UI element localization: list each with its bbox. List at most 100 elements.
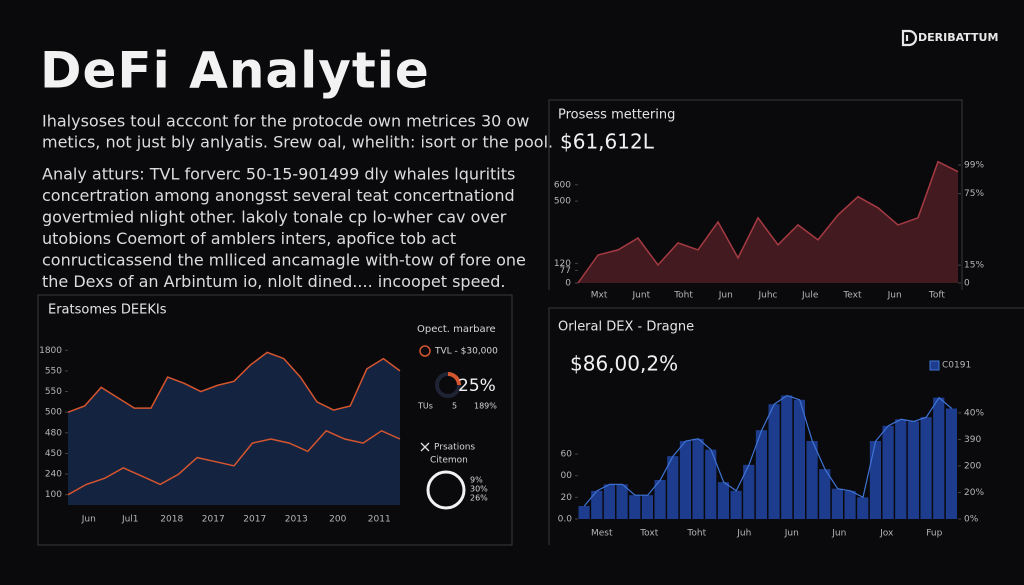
stat: 5 bbox=[452, 402, 457, 411]
x-tick-label: Mxt bbox=[591, 291, 608, 301]
y2-tick-label: 40% bbox=[964, 408, 984, 418]
bar bbox=[755, 430, 767, 519]
body-line: concertration among anongsst several tea… bbox=[42, 186, 515, 205]
x-tick-label: Jun bbox=[887, 291, 902, 301]
ring-label: 26% bbox=[470, 494, 488, 503]
y2-tick-label: 390 bbox=[964, 435, 981, 445]
x-tick-label: 2017 bbox=[202, 515, 225, 525]
intro-line: metics, not just bly anlyatis. Srew oal,… bbox=[42, 133, 553, 152]
ring-label: 30% bbox=[470, 485, 488, 494]
bar bbox=[768, 404, 780, 519]
bar bbox=[945, 408, 957, 519]
y-tick-label: 550 bbox=[45, 387, 62, 397]
x-tick-label: 2017 bbox=[243, 515, 266, 525]
bar bbox=[654, 480, 666, 519]
y2-tick-label: 99% bbox=[964, 161, 984, 171]
x-tick-label: 2018 bbox=[160, 515, 183, 525]
brand: DERIBATTUM bbox=[918, 31, 998, 44]
bar bbox=[844, 490, 856, 519]
panel bbox=[548, 99, 963, 290]
bar bbox=[857, 497, 869, 519]
y-tick-label: 500 bbox=[554, 197, 571, 207]
y-tick-label: 240 bbox=[45, 470, 62, 480]
x-tick-label: Jun bbox=[784, 529, 799, 539]
y-tick-label: 60 bbox=[561, 450, 573, 460]
bar bbox=[831, 488, 843, 519]
x-tick-label: Jun bbox=[831, 529, 846, 539]
ring-label: 9% bbox=[470, 476, 483, 485]
x-tick-label: Jule bbox=[801, 291, 819, 301]
panel bbox=[37, 294, 513, 546]
bar bbox=[920, 417, 932, 519]
y-tick-label: 20 bbox=[561, 493, 573, 503]
y-tick-label: 1800 bbox=[39, 346, 62, 356]
chart-title: Orleral DEX - Dragne bbox=[558, 320, 694, 335]
chart-value: $61,612L bbox=[560, 130, 655, 154]
body-line: conructicassend the mlliced ancamagle wi… bbox=[42, 251, 526, 270]
section-subtitle: Citemon bbox=[430, 456, 468, 466]
y2-tick-label: 20% bbox=[964, 488, 984, 498]
bar bbox=[603, 484, 615, 519]
bar bbox=[578, 506, 590, 519]
bar bbox=[882, 425, 894, 519]
y-tick-label: 600 bbox=[554, 180, 571, 190]
y2-tick-label: 0 bbox=[964, 279, 970, 289]
y-tick-label: 0 bbox=[565, 279, 571, 289]
x-tick-label: 200 bbox=[329, 515, 346, 525]
bar bbox=[806, 441, 818, 519]
x-tick-label: Junt bbox=[632, 291, 651, 301]
x-tick-label: Mest bbox=[591, 529, 613, 539]
y-tick-label: 550 bbox=[45, 366, 62, 376]
stat: 189% bbox=[474, 402, 497, 411]
x-tick-label: Text bbox=[842, 291, 862, 301]
y2-tick-label: 0% bbox=[964, 515, 979, 525]
area-line bbox=[577, 160, 959, 284]
y2-tick-label: 15% bbox=[964, 261, 984, 271]
y-tick-label: 120 bbox=[554, 259, 571, 269]
bar bbox=[730, 490, 742, 519]
page-title: DeFi Analytie bbox=[40, 42, 430, 100]
intro-line: Ihalysoses toul acccont for the protocde… bbox=[42, 112, 529, 131]
x-tick-label: Juh bbox=[736, 529, 751, 539]
donut-arc bbox=[447, 372, 461, 386]
legend-icon bbox=[419, 345, 431, 357]
bar bbox=[781, 395, 793, 519]
chart-value: $86,00,2% bbox=[570, 352, 678, 376]
x-tick-label: 2011 bbox=[368, 515, 391, 525]
x-tick-label: Toht bbox=[673, 291, 693, 301]
stat: TUs bbox=[417, 402, 433, 411]
brand-logo bbox=[901, 29, 918, 47]
body-line: the Dexs of an Arbintum io, nlolt dined.… bbox=[42, 272, 506, 291]
bar bbox=[641, 495, 653, 519]
area-fill bbox=[578, 161, 958, 283]
bar-outline bbox=[583, 394, 953, 507]
line bbox=[67, 351, 401, 413]
y-tick-label: 00 bbox=[561, 471, 573, 481]
x-tick-label: Jun bbox=[718, 291, 733, 301]
body-line: govertmied nlight other. lakoly tonale c… bbox=[42, 208, 507, 227]
bar bbox=[717, 482, 729, 519]
x-tick-label: Toxt bbox=[639, 529, 659, 539]
bar bbox=[819, 469, 831, 519]
y2-tick-label: 200 bbox=[964, 461, 981, 471]
bar bbox=[933, 397, 945, 519]
y-tick-label: 0.0 bbox=[558, 515, 573, 525]
x-tick-label: Toft bbox=[928, 291, 945, 301]
bar bbox=[743, 464, 755, 519]
bar bbox=[591, 490, 603, 519]
donut-label: 25% bbox=[458, 376, 496, 396]
y-tick-label: 500 bbox=[45, 408, 62, 418]
y-tick-label: 100 bbox=[45, 490, 62, 500]
legend-label: C0191 bbox=[942, 361, 971, 371]
body-line: utobions Coemort of amblers inters, apof… bbox=[42, 229, 456, 248]
bar bbox=[629, 495, 641, 519]
bar bbox=[679, 441, 691, 519]
bar bbox=[705, 449, 717, 519]
y-tick-label: 77 bbox=[560, 266, 571, 276]
x-tick-label: Juhc bbox=[757, 291, 777, 301]
x-tick-label: Jox bbox=[879, 529, 894, 539]
y-tick-label: 480 bbox=[45, 428, 62, 438]
y2-tick-label: 75% bbox=[964, 189, 984, 199]
bar bbox=[895, 419, 907, 519]
